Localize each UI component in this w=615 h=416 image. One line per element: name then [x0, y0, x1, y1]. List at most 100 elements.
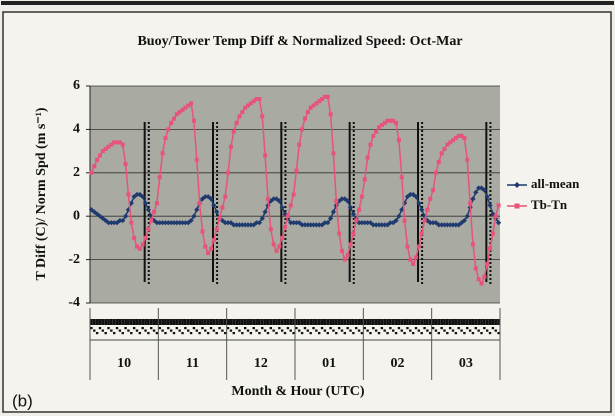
hour-dash — [252, 327, 255, 330]
hour-dash — [337, 327, 341, 330]
hour-dash — [198, 332, 201, 335]
hour-dash — [238, 319, 241, 325]
hour-dash — [275, 332, 278, 335]
hour-dash — [220, 319, 224, 325]
hour-dash — [175, 327, 179, 330]
hour-dash — [161, 329, 164, 332]
point — [322, 94, 327, 99]
point — [490, 231, 495, 236]
hour-dash — [243, 319, 247, 325]
point — [197, 201, 202, 206]
hour-dash — [138, 332, 142, 335]
hour-dash — [146, 319, 150, 325]
hour-dash — [437, 319, 441, 325]
point — [251, 99, 256, 104]
hour-dash — [147, 332, 150, 335]
point — [357, 207, 362, 212]
hour-dash — [104, 319, 108, 325]
hour-dash — [101, 319, 105, 325]
point — [487, 202, 493, 208]
hour-dash — [181, 332, 184, 335]
hour-dash — [466, 327, 469, 330]
hour-dash — [201, 327, 204, 330]
point — [468, 201, 473, 206]
point — [439, 151, 444, 156]
hour-dash — [380, 319, 384, 325]
point — [256, 220, 263, 226]
hour-dash — [335, 332, 338, 335]
point — [145, 207, 151, 213]
hour-dash — [363, 327, 366, 330]
point — [246, 103, 251, 108]
hour-dash — [303, 319, 307, 325]
hour-dash — [187, 329, 190, 332]
hour-dash — [178, 319, 182, 325]
hour-dash — [172, 332, 176, 335]
hour-dash — [440, 327, 443, 330]
hour-dash — [451, 329, 455, 332]
hour-dash — [183, 319, 187, 325]
hour-dash — [98, 319, 102, 325]
hour-dash — [135, 319, 139, 325]
point — [464, 213, 470, 219]
hour-dash — [280, 329, 284, 332]
hour-dash — [240, 319, 244, 325]
point — [100, 215, 106, 221]
hour-dash — [275, 319, 278, 325]
point — [447, 222, 453, 228]
point — [444, 222, 450, 228]
point — [112, 140, 117, 145]
hour-dash — [283, 332, 287, 335]
hour-dash — [223, 319, 227, 325]
point — [305, 110, 310, 115]
hour-dash — [226, 319, 230, 325]
hour-dash — [127, 319, 130, 325]
hour-dash — [109, 319, 113, 325]
y-tick-label: 0 — [73, 208, 80, 223]
x-axis-label: Month & Hour (UTC) — [231, 384, 364, 399]
point — [132, 235, 137, 240]
point — [385, 118, 390, 123]
hour-dash — [363, 319, 367, 325]
point — [134, 244, 139, 249]
hour-dash — [352, 332, 355, 335]
hour-dash — [272, 329, 275, 332]
point — [89, 170, 94, 175]
hour-dash — [409, 329, 412, 332]
point — [419, 231, 424, 236]
point — [120, 217, 126, 224]
point — [194, 207, 200, 213]
hour-dash — [107, 319, 110, 325]
hour-dash — [400, 319, 404, 325]
point — [448, 140, 453, 145]
point — [476, 185, 482, 191]
hour-dash — [326, 332, 329, 335]
hour-dash — [477, 329, 480, 332]
point — [425, 207, 430, 212]
point — [337, 231, 342, 236]
point — [260, 114, 265, 119]
point — [436, 159, 441, 164]
hour-dash — [175, 319, 179, 325]
point — [331, 151, 336, 156]
x-group-label: 10 — [117, 356, 131, 371]
hour-dash — [235, 327, 238, 330]
point — [182, 220, 188, 226]
hour-dash — [115, 319, 119, 325]
point — [203, 244, 208, 249]
hour-dash — [130, 332, 133, 335]
point — [123, 162, 128, 167]
hour-dash — [232, 332, 235, 335]
point — [445, 142, 450, 147]
hour-dash — [172, 319, 176, 325]
point — [313, 222, 319, 228]
point — [177, 110, 182, 115]
point — [168, 220, 174, 226]
hour-dash — [448, 327, 452, 330]
point — [484, 194, 490, 200]
x-group-label: 12 — [254, 356, 268, 371]
point — [276, 198, 282, 204]
hour-dash — [164, 332, 167, 335]
hour-dash — [317, 319, 321, 325]
hour-dash — [303, 327, 307, 330]
